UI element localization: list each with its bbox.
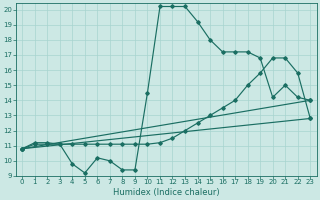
X-axis label: Humidex (Indice chaleur): Humidex (Indice chaleur) [113, 188, 220, 197]
